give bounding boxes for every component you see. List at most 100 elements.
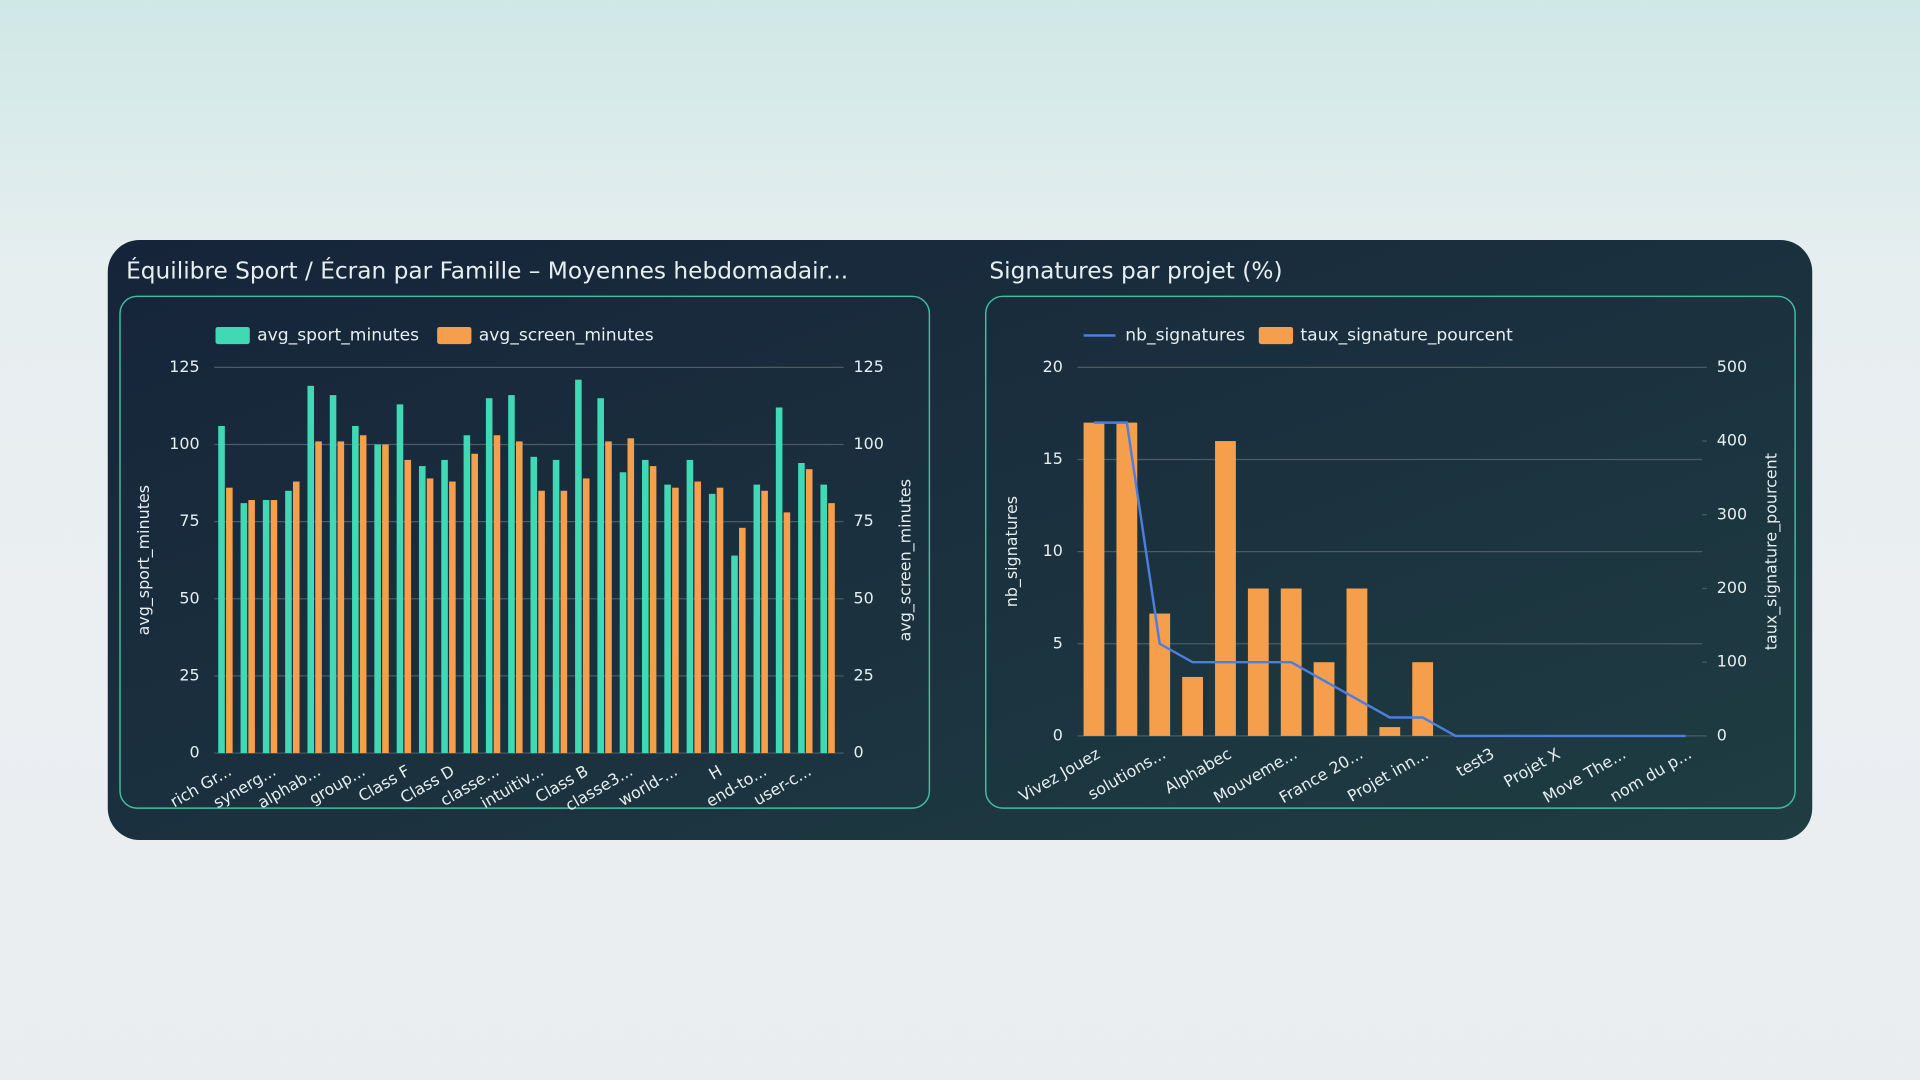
bar [642, 459, 649, 754]
bar [449, 481, 456, 754]
bar [248, 500, 255, 754]
bar [627, 438, 635, 754]
y-tick-label: 75 [179, 511, 199, 530]
y-tick-label: 5 [1053, 633, 1063, 652]
y-axis-label: avg_sport_minutes [134, 485, 154, 635]
y-tick-label: 125 [169, 357, 199, 376]
bar [485, 398, 493, 754]
bar [292, 481, 300, 754]
y2-tick-label: 500 [1717, 357, 1747, 376]
bar [515, 441, 523, 754]
bar [1379, 727, 1401, 736]
bar [352, 425, 359, 754]
bar [649, 466, 657, 754]
bar [672, 487, 679, 754]
bar [1182, 676, 1203, 736]
bar [463, 435, 471, 754]
bar [783, 512, 791, 754]
bar [508, 395, 515, 754]
bar [605, 441, 612, 754]
bar [1313, 662, 1335, 736]
y2-tick-label: 400 [1717, 431, 1747, 450]
bar [530, 456, 538, 754]
y2-axis-label: avg_screen_minutes [896, 479, 916, 641]
y-tick-label: 100 [169, 434, 199, 453]
bar [396, 404, 404, 754]
bar [315, 441, 322, 754]
y-tick-label: 20 [1043, 357, 1063, 376]
bar [805, 469, 813, 754]
bar [226, 487, 233, 754]
bar [404, 459, 412, 754]
y-tick-label: 0 [1053, 725, 1063, 744]
bar [337, 441, 345, 754]
y-tick-label: 25 [179, 665, 199, 684]
y2-tick-label: 125 [853, 357, 883, 376]
bar [716, 487, 724, 754]
legend-swatch [215, 326, 250, 345]
y-axis-label: nb_signatures [1002, 496, 1022, 607]
bar [1083, 422, 1105, 736]
line-series [1093, 421, 1686, 738]
y-tick-label: 15 [1043, 449, 1063, 468]
y2-tick-label: 300 [1717, 504, 1747, 523]
bar [329, 395, 337, 754]
legend-label: avg_screen_minutes [479, 326, 654, 346]
y-tick-label: 0 [189, 743, 199, 762]
bar [582, 478, 590, 754]
bar [374, 444, 381, 754]
bar [441, 459, 448, 754]
bar [575, 379, 582, 754]
bar [471, 453, 478, 754]
bar [493, 435, 501, 754]
bar [828, 503, 835, 754]
y2-tick-label: 75 [853, 511, 873, 530]
y2-tick-label: 100 [853, 434, 883, 453]
y2-tick-label: 0 [853, 743, 863, 762]
bar [262, 500, 270, 754]
y2-tick-label: 0 [1717, 725, 1727, 744]
bar [1215, 441, 1236, 736]
bar [538, 490, 545, 754]
y2-tick-label: 100 [1717, 652, 1747, 671]
y-tick-label: 10 [1043, 541, 1063, 560]
bar [761, 490, 768, 754]
bar [307, 385, 315, 754]
bar [359, 435, 367, 754]
y2-axis-label: taux_signature_pourcent [1761, 453, 1781, 650]
bar [560, 490, 568, 754]
bar [597, 398, 604, 754]
chart-title: Équilibre Sport / Écran par Famille – Mo… [126, 256, 848, 284]
legend-label: nb_signatures [1125, 326, 1245, 346]
bar [619, 472, 627, 754]
legend-label: avg_sport_minutes [257, 326, 419, 346]
bar [270, 500, 278, 754]
panel [119, 295, 931, 809]
legend-swatch [437, 326, 472, 345]
legend-label: taux_signature_pourcent [1300, 326, 1513, 346]
panel [984, 295, 1796, 809]
bar [775, 407, 783, 754]
legend-swatch [1258, 326, 1294, 345]
y-tick-label: 50 [179, 588, 199, 607]
bar [708, 493, 716, 754]
y2-tick-label: 50 [853, 588, 873, 607]
bar [1149, 613, 1171, 736]
bar [731, 555, 738, 754]
bar [218, 425, 225, 754]
bar [686, 459, 694, 754]
bar [426, 478, 434, 754]
bar [1116, 422, 1138, 736]
y2-tick-label: 25 [853, 665, 873, 684]
y2-tick-label: 200 [1717, 578, 1747, 597]
bar [798, 463, 805, 754]
bar [1412, 662, 1434, 736]
bar [753, 484, 761, 754]
bar [382, 444, 389, 754]
bar [694, 481, 701, 754]
bar [552, 459, 560, 754]
bar [285, 490, 292, 754]
bar [664, 484, 671, 754]
bar [739, 527, 746, 754]
